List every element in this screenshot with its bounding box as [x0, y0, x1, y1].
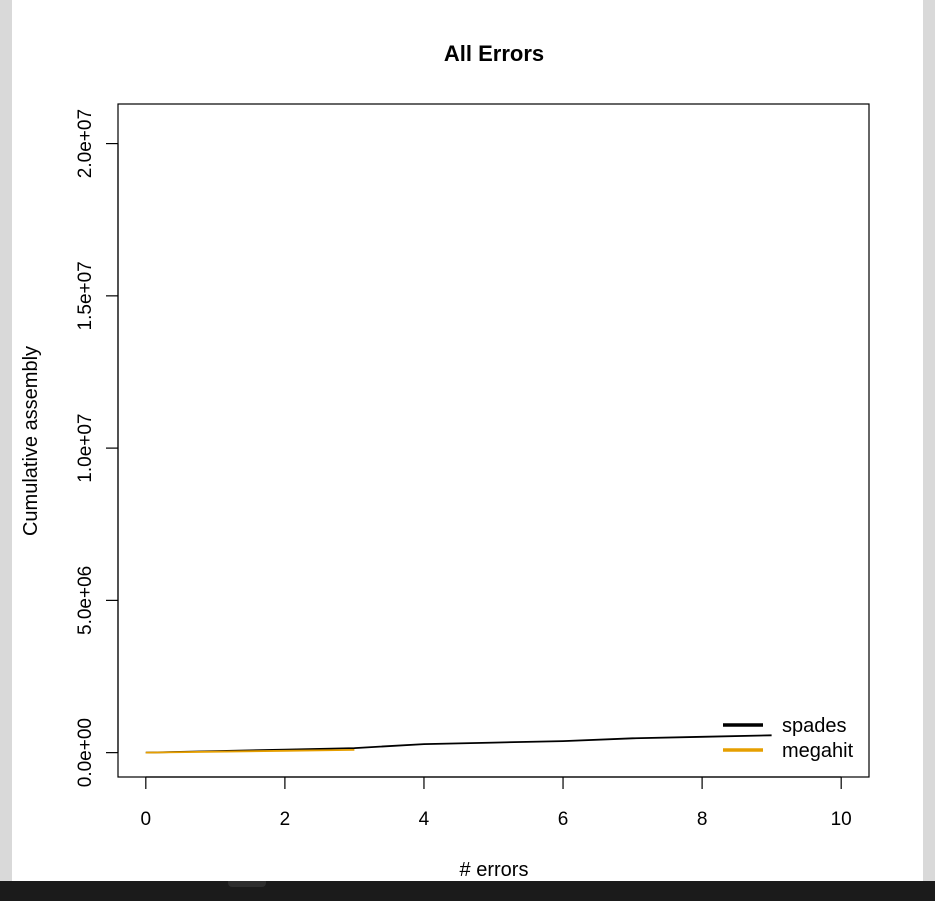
y-tick-label: 1.0e+07	[75, 414, 96, 483]
y-tick-label: 2.0e+07	[75, 109, 96, 178]
x-tick-label: 6	[558, 809, 569, 830]
y-axis: 0.0e+00 5.0e+06 1.0e+07 1.5e+07 2.0e+07	[75, 109, 119, 787]
x-tick-label: 0	[141, 809, 152, 830]
plot-panel: All Errors # errors Cumulative assembly …	[12, 0, 923, 881]
y-tick-label: 1.5e+07	[75, 261, 96, 330]
x-tick-label: 4	[419, 809, 430, 830]
y-tick-label: 0.0e+00	[75, 718, 96, 787]
series-line-megahit	[145, 749, 355, 754]
legend: spades megahit	[723, 715, 854, 762]
y-tick-label: 5.0e+06	[75, 566, 96, 635]
plot-area-frame	[117, 103, 870, 778]
legend-label-megahit: megahit	[782, 740, 854, 762]
x-tick-label: 8	[697, 809, 708, 830]
x-tick-label: 2	[280, 809, 291, 830]
legend-label-spades: spades	[782, 715, 847, 737]
y-axis-label: Cumulative assembly	[20, 346, 42, 536]
chart-title: All Errors	[444, 41, 544, 66]
series-line-spades	[145, 734, 772, 754]
all-errors-chart: All Errors # errors Cumulative assembly …	[20, 41, 870, 881]
toolbar-handle[interactable]	[228, 881, 266, 887]
bottom-toolbar	[0, 881, 935, 901]
x-axis-label: # errors	[460, 859, 529, 881]
x-axis: 0 2 4 6 8 10	[141, 776, 852, 830]
series-layer	[145, 734, 772, 754]
x-tick-label: 10	[831, 809, 852, 830]
